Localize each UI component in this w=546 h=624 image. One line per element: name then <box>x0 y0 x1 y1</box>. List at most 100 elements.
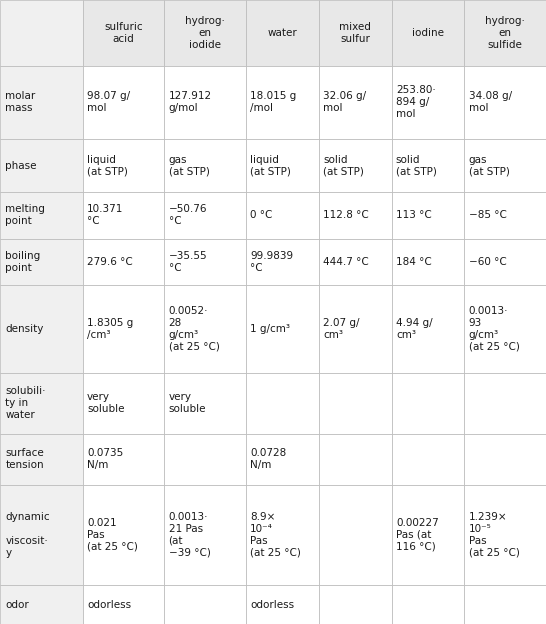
Text: −50.76
°C: −50.76 °C <box>169 205 207 227</box>
Text: phase: phase <box>5 160 37 170</box>
Bar <box>0 485 82 585</box>
Bar <box>319 139 391 192</box>
Bar <box>246 66 319 139</box>
Bar <box>391 0 465 66</box>
Bar <box>391 485 465 585</box>
Text: density: density <box>5 324 44 334</box>
Text: surface
tension: surface tension <box>5 448 44 470</box>
Bar <box>319 373 391 434</box>
Bar <box>164 238 246 285</box>
Bar <box>0 373 82 434</box>
Bar <box>246 585 319 624</box>
Bar <box>246 373 319 434</box>
Bar <box>0 434 82 485</box>
Bar <box>82 66 164 139</box>
Bar <box>319 434 391 485</box>
Bar <box>0 139 82 192</box>
Text: 4.94 g/
cm³: 4.94 g/ cm³ <box>396 318 432 340</box>
Bar <box>164 0 246 66</box>
Bar <box>0 585 82 624</box>
Bar <box>465 139 546 192</box>
Bar <box>391 66 465 139</box>
Bar <box>465 192 546 238</box>
Text: very
soluble: very soluble <box>87 392 124 414</box>
Text: solid
(at STP): solid (at STP) <box>396 155 437 177</box>
Text: 253.80·
894 g/
mol: 253.80· 894 g/ mol <box>396 85 436 119</box>
Text: boiling
point: boiling point <box>5 251 41 273</box>
Bar <box>465 238 546 285</box>
Text: −35.55
°C: −35.55 °C <box>169 251 207 273</box>
Text: melting
point: melting point <box>5 205 45 227</box>
Text: 1.8305 g
/cm³: 1.8305 g /cm³ <box>87 318 133 340</box>
Bar <box>164 373 246 434</box>
Bar <box>246 192 319 238</box>
Text: 0 °C: 0 °C <box>250 210 272 220</box>
Text: 184 °C: 184 °C <box>396 256 432 266</box>
Text: 32.06 g/
mol: 32.06 g/ mol <box>323 91 366 113</box>
Bar <box>164 66 246 139</box>
Text: sulfuric
acid: sulfuric acid <box>104 22 143 44</box>
Bar <box>164 434 246 485</box>
Text: mixed
sulfur: mixed sulfur <box>339 22 371 44</box>
Bar <box>465 485 546 585</box>
Bar <box>319 0 391 66</box>
Text: 112.8 °C: 112.8 °C <box>323 210 369 220</box>
Bar <box>82 285 164 373</box>
Text: odorless: odorless <box>250 600 294 610</box>
Bar <box>82 0 164 66</box>
Bar <box>391 192 465 238</box>
Bar <box>82 434 164 485</box>
Text: 0.0013·
93
g/cm³
(at 25 °C): 0.0013· 93 g/cm³ (at 25 °C) <box>469 306 520 352</box>
Text: liquid
(at STP): liquid (at STP) <box>250 155 291 177</box>
Bar <box>82 192 164 238</box>
Bar <box>82 373 164 434</box>
Bar <box>391 585 465 624</box>
Text: very
soluble: very soluble <box>169 392 206 414</box>
Bar <box>0 238 82 285</box>
Bar <box>391 238 465 285</box>
Text: solubili·
ty in
water: solubili· ty in water <box>5 386 46 421</box>
Bar <box>246 0 319 66</box>
Bar <box>82 485 164 585</box>
Text: gas
(at STP): gas (at STP) <box>469 155 510 177</box>
Bar <box>465 585 546 624</box>
Text: odorless: odorless <box>87 600 131 610</box>
Text: 113 °C: 113 °C <box>396 210 432 220</box>
Bar <box>246 434 319 485</box>
Bar <box>0 192 82 238</box>
Bar <box>246 485 319 585</box>
Bar <box>164 485 246 585</box>
Bar <box>246 139 319 192</box>
Bar <box>164 585 246 624</box>
Bar <box>391 139 465 192</box>
Text: iodine: iodine <box>412 28 444 38</box>
Bar <box>0 0 82 66</box>
Bar <box>391 285 465 373</box>
Bar <box>391 434 465 485</box>
Text: 1 g/cm³: 1 g/cm³ <box>250 324 290 334</box>
Bar <box>319 192 391 238</box>
Text: hydrog·
en
iodide: hydrog· en iodide <box>185 16 225 50</box>
Text: liquid
(at STP): liquid (at STP) <box>87 155 128 177</box>
Bar <box>82 585 164 624</box>
Text: 0.0735
N/m: 0.0735 N/m <box>87 448 123 470</box>
Text: water: water <box>267 28 297 38</box>
Bar <box>465 434 546 485</box>
Bar <box>0 66 82 139</box>
Text: 127.912
g/mol: 127.912 g/mol <box>169 91 212 113</box>
Bar <box>164 139 246 192</box>
Bar <box>82 238 164 285</box>
Text: 0.00227
Pas (at
116 °C): 0.00227 Pas (at 116 °C) <box>396 518 438 552</box>
Text: 0.021
Pas
(at 25 °C): 0.021 Pas (at 25 °C) <box>87 518 138 552</box>
Bar <box>319 238 391 285</box>
Bar <box>465 66 546 139</box>
Text: −60 °C: −60 °C <box>469 256 507 266</box>
Text: 1.239×
10⁻⁵
Pas
(at 25 °C): 1.239× 10⁻⁵ Pas (at 25 °C) <box>469 512 520 558</box>
Text: 0.0052·
28
g/cm³
(at 25 °C): 0.0052· 28 g/cm³ (at 25 °C) <box>169 306 219 352</box>
Bar <box>319 66 391 139</box>
Bar <box>246 285 319 373</box>
Text: 99.9839
°C: 99.9839 °C <box>250 251 293 273</box>
Bar <box>319 585 391 624</box>
Bar <box>465 373 546 434</box>
Bar <box>319 285 391 373</box>
